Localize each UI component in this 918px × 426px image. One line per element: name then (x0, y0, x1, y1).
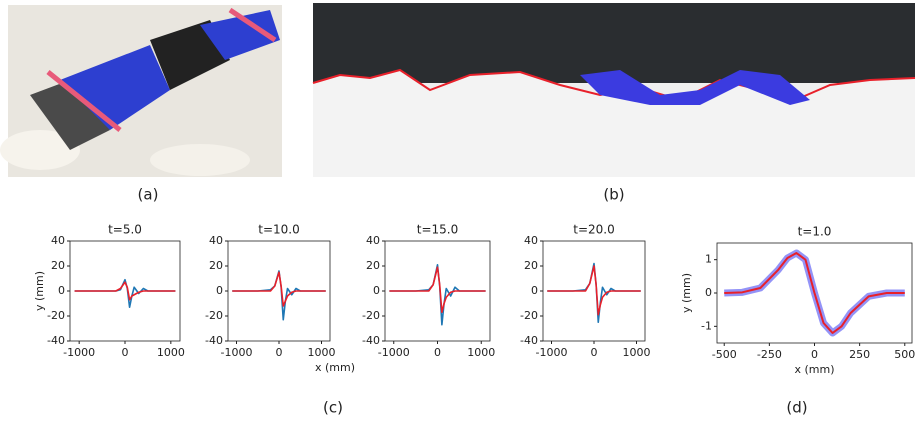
x-tick-label: 1000 (623, 346, 651, 359)
y-tick-label: 0 (705, 286, 712, 299)
y-tick-label: 40 (524, 234, 538, 247)
y-tick-label: -40 (205, 334, 223, 347)
x-tick-label: 250 (849, 348, 870, 361)
y-tick-label: 0 (216, 284, 223, 297)
x-tick-label: 0 (122, 346, 129, 359)
chart-title: t=10.0 (258, 223, 299, 237)
y-tick-label: 0 (58, 284, 65, 297)
photo-a (0, 5, 282, 177)
y-tick-label: -20 (47, 309, 65, 322)
x-tick-label: 0 (811, 348, 818, 361)
data-line (232, 270, 326, 321)
x-tick-label: -1000 (63, 346, 95, 359)
plot-frame (69, 240, 181, 342)
x-tick-label: -1000 (378, 346, 410, 359)
data-line (389, 266, 486, 314)
data-line (389, 263, 486, 326)
x-tick-label: 0 (276, 346, 283, 359)
x-tick-label: 1000 (467, 346, 495, 359)
y-tick-label: 40 (366, 234, 380, 247)
y-tick-label: -40 (362, 334, 380, 347)
plot-frame (542, 240, 646, 342)
plot-frame (384, 240, 491, 342)
data-line (232, 271, 326, 307)
chart-title: t=5.0 (108, 223, 142, 237)
x-axis-label: x (mm) (315, 361, 355, 374)
y-tick-label: -40 (520, 334, 538, 347)
y-tick-label: 1 (705, 253, 712, 266)
y-axis-label: y (mm) (680, 273, 693, 313)
panel-caption: (a) (138, 186, 159, 204)
data-line (74, 281, 176, 301)
x-tick-label: 0 (591, 346, 598, 359)
photo-b (312, 3, 916, 177)
chart-title: t=20.0 (573, 223, 614, 237)
y-axis-label: y (mm) (33, 271, 46, 311)
y-tick-label: 40 (209, 234, 223, 247)
panel-caption: (b) (603, 186, 624, 204)
x-tick-label: 500 (894, 348, 915, 361)
panel-caption: (d) (786, 399, 807, 417)
y-tick-label: 20 (524, 259, 538, 272)
y-tick-label: 0 (373, 284, 380, 297)
y-tick-label: -1 (701, 319, 712, 332)
y-tick-label: -20 (362, 309, 380, 322)
x-tick-label: -1000 (536, 346, 568, 359)
x-tick-label: -500 (712, 348, 737, 361)
data-line (547, 265, 641, 316)
x-axis-label: x (mm) (794, 363, 834, 376)
panel-caption: (c) (323, 399, 343, 417)
y-tick-label: 40 (51, 234, 65, 247)
x-tick-label: -1000 (221, 346, 253, 359)
chart-title: t=15.0 (417, 223, 458, 237)
x-tick-label: 1000 (157, 346, 185, 359)
y-tick-label: 0 (531, 284, 538, 297)
x-tick-label: 1000 (308, 346, 336, 359)
data-line (724, 252, 905, 334)
y-tick-label: -20 (520, 309, 538, 322)
y-tick-label: -20 (205, 309, 223, 322)
plot-frame (227, 240, 331, 342)
x-tick-label: 0 (434, 346, 441, 359)
chart-title: t=1.0 (798, 225, 832, 239)
y-tick-label: -40 (47, 334, 65, 347)
y-tick-label: 20 (51, 259, 65, 272)
y-tick-label: 20 (366, 259, 380, 272)
y-tick-label: 20 (209, 259, 223, 272)
plot-frame (716, 242, 913, 344)
x-tick-label: -250 (757, 348, 782, 361)
